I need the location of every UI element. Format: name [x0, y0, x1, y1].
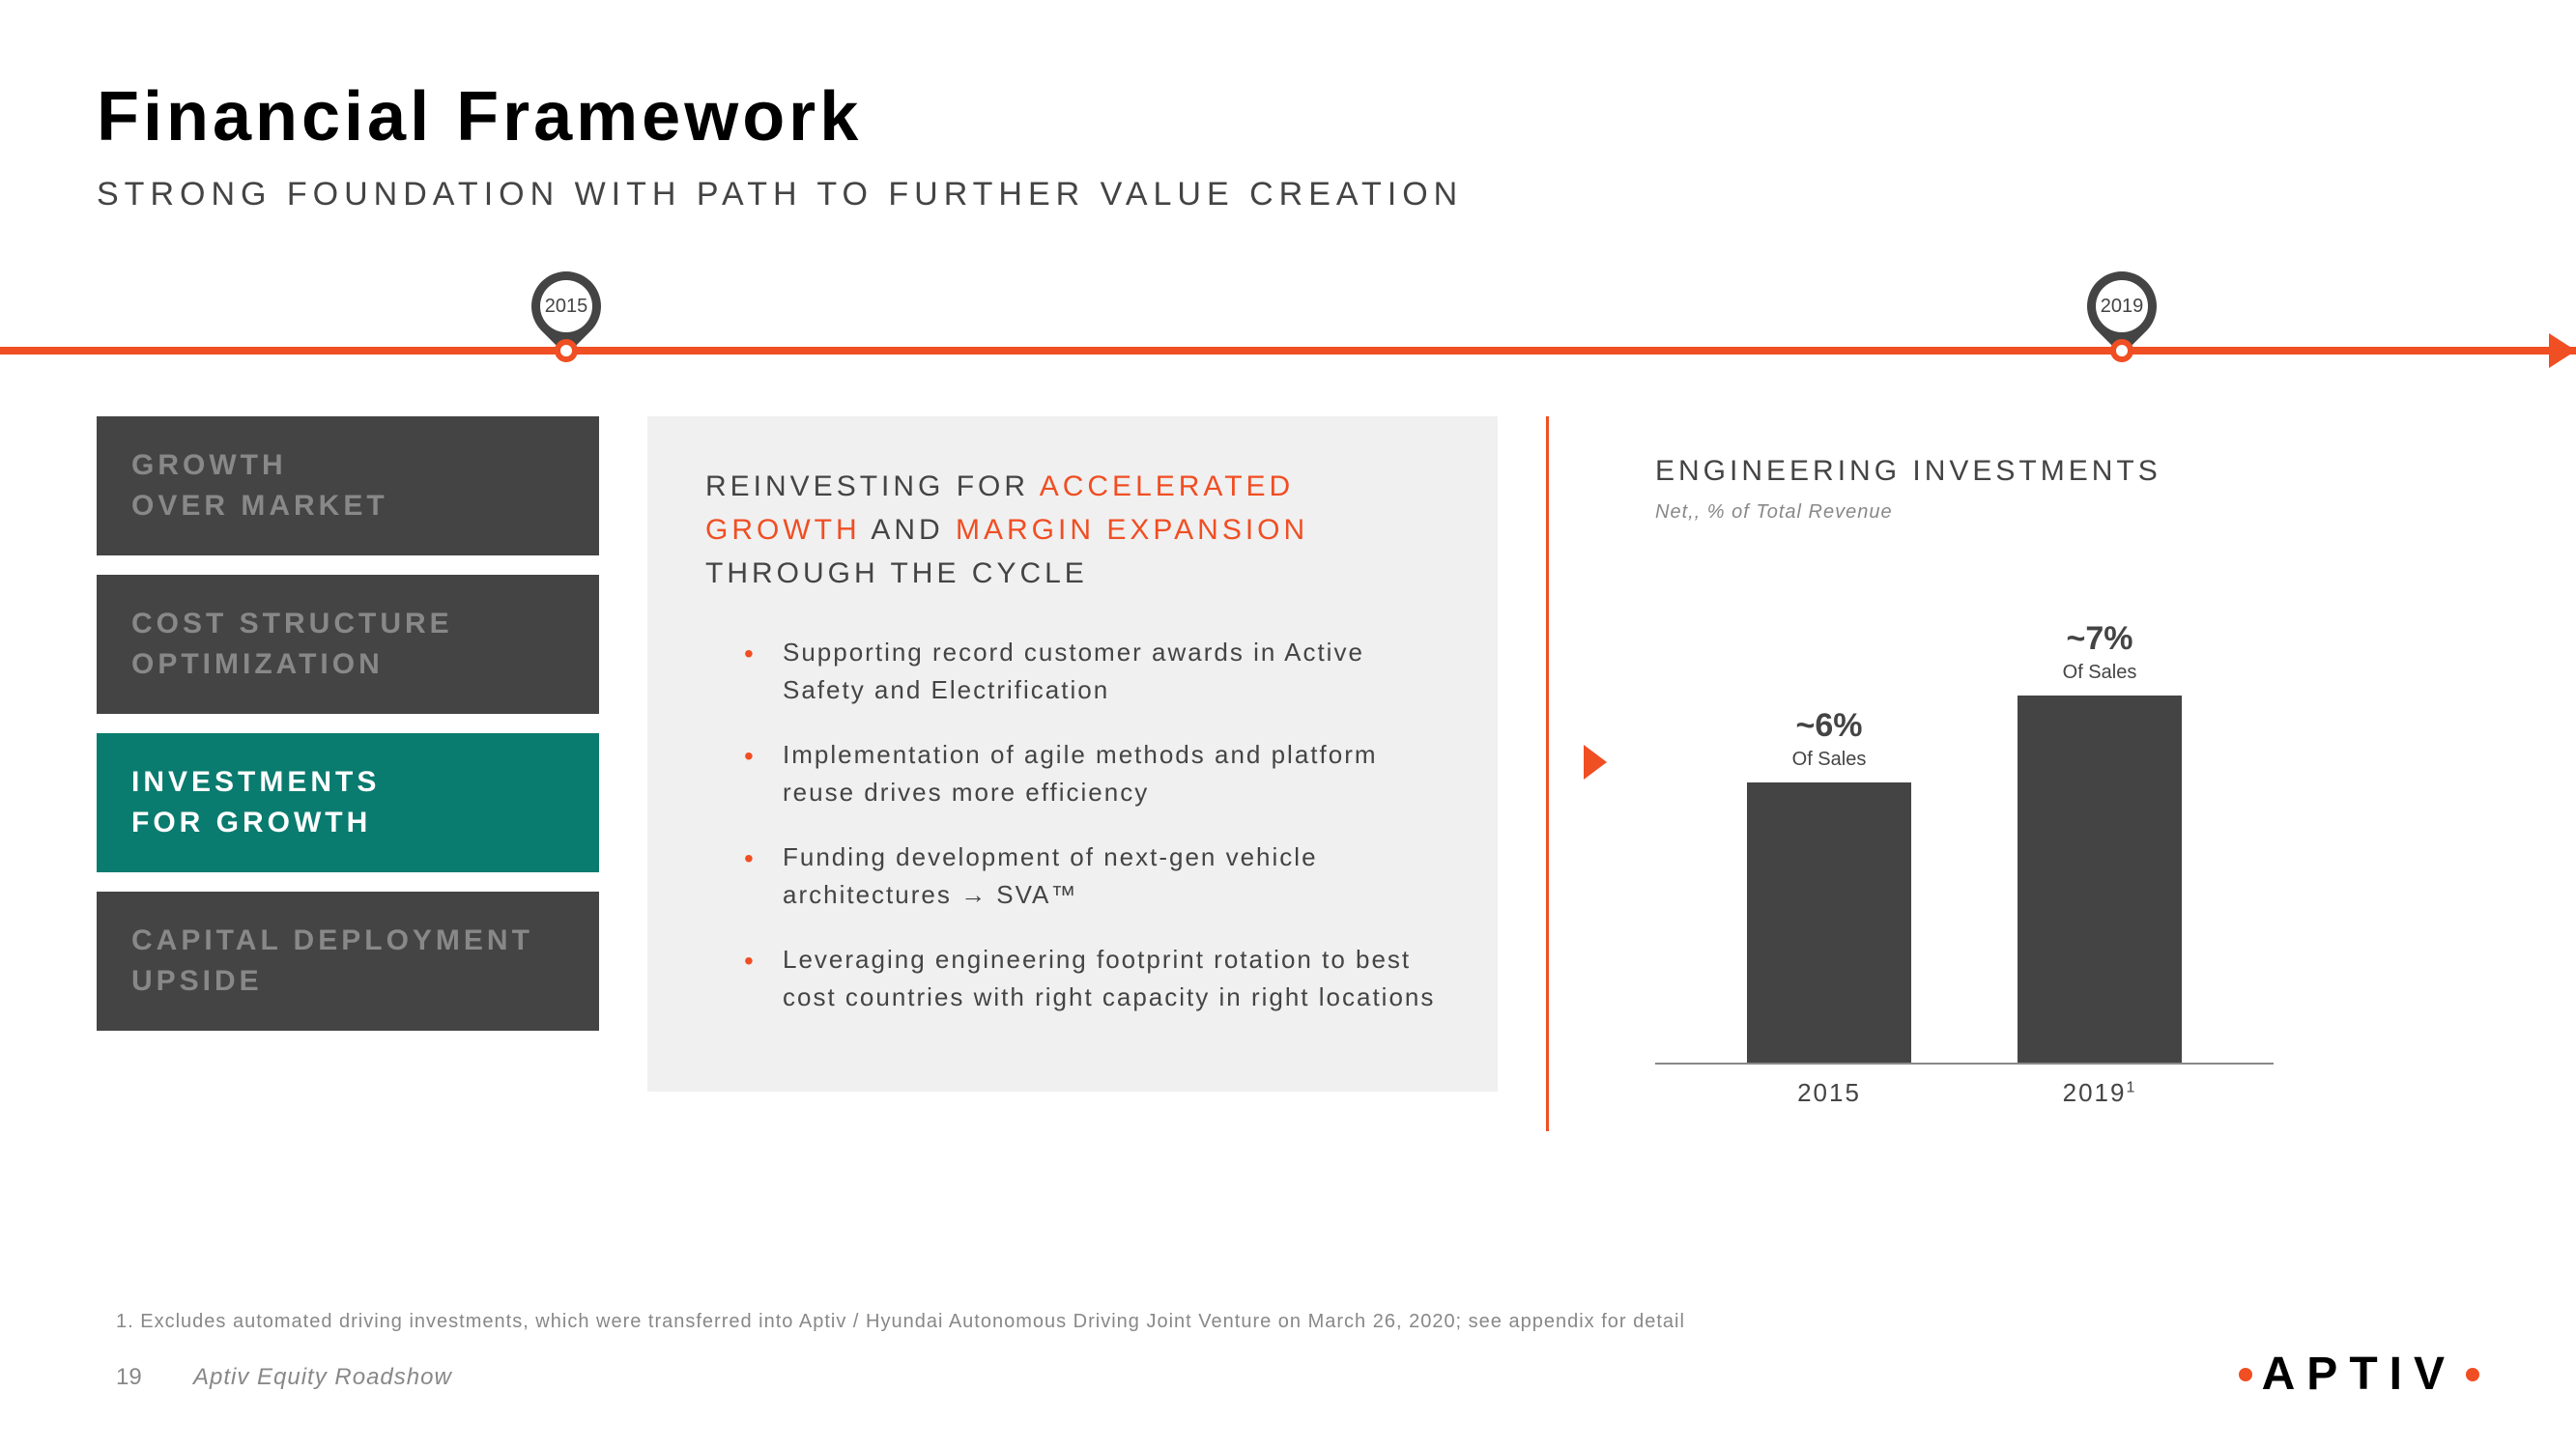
heading-text: AND [861, 514, 956, 546]
logo-dot-icon [2466, 1368, 2479, 1381]
page-number: 19 [116, 1364, 142, 1391]
heading-text: THROUGH THE CYCLE [705, 557, 1088, 589]
bullet-list: Supporting record customer awards in Act… [705, 634, 1440, 1016]
content-row: GROWTH OVER MARKET COST STRUCTURE OPTIMI… [97, 416, 2479, 1131]
footer-title: Aptiv Equity Roadshow [193, 1364, 452, 1391]
bars-container: ~6% Of Sales ~7% Of Sales [1655, 562, 2274, 1063]
bar [1747, 782, 1911, 1063]
pin-dot-icon [2110, 339, 2133, 362]
chart-title: ENGINEERING INVESTMENTS [1655, 455, 2274, 488]
sidebar-tab-capital[interactable]: CAPITAL DEPLOYMENT UPSIDE [97, 892, 599, 1031]
x-label: 20191 [2013, 1078, 2187, 1108]
timeline-arrow-icon [2549, 333, 2576, 368]
logo: APTIV [2239, 1348, 2479, 1401]
x-label: 2015 [1742, 1078, 1916, 1108]
timeline-line [0, 347, 2576, 355]
bar-value-sub: Of Sales [2063, 662, 2137, 684]
pin-dot-icon [555, 339, 578, 362]
bullet-item: Implementation of agile methods and plat… [744, 736, 1440, 811]
bar [2018, 696, 2182, 1063]
heading-accent: MARGIN EXPANSION [956, 514, 1308, 546]
bar-group-2015: ~6% Of Sales [1742, 707, 1916, 1063]
bullet-item: Funding development of next-gen vehicle … [744, 838, 1440, 914]
bar-value-label: ~6% [1796, 707, 1863, 745]
bar-group-2019: ~7% Of Sales [2013, 620, 2187, 1063]
x-axis-labels: 2015 20191 [1655, 1065, 2274, 1108]
pin-label: 2019 [2096, 280, 2148, 332]
footnote: 1. Excludes automated driving investment… [116, 1311, 1685, 1333]
page-title: Financial Framework [97, 77, 2479, 156]
sidebar-tab-cost[interactable]: COST STRUCTURE OPTIMIZATION [97, 575, 599, 714]
sidebar: GROWTH OVER MARKET COST STRUCTURE OPTIMI… [97, 416, 599, 1031]
bullet-item: Leveraging engineering footprint rotatio… [744, 941, 1440, 1016]
page-subtitle: STRONG FOUNDATION WITH PATH TO FURTHER V… [97, 176, 2479, 213]
timeline-pin-2019: 2019 [2087, 271, 2157, 341]
chart-subtitle: Net,, % of Total Revenue [1655, 501, 2274, 524]
logo-text: APTIV [2262, 1348, 2456, 1401]
sidebar-tab-investments[interactable]: INVESTMENTS FOR GROWTH [97, 733, 599, 872]
timeline: 2015 2019 [97, 271, 2479, 378]
timeline-pin-2015: 2015 [531, 271, 601, 341]
pin-label: 2015 [540, 280, 592, 332]
bar-value-sub: Of Sales [1792, 749, 1867, 771]
heading-text: REINVESTING FOR [705, 470, 1040, 502]
sidebar-tab-growth[interactable]: GROWTH OVER MARKET [97, 416, 599, 555]
bullet-item: Supporting record customer awards in Act… [744, 634, 1440, 709]
vertical-divider [1546, 416, 1549, 1131]
main-panel: REINVESTING FOR ACCELERATED GROWTH AND M… [647, 416, 1498, 1092]
bar-chart: ~6% Of Sales ~7% Of Sales [1655, 562, 2274, 1065]
panel-heading: REINVESTING FOR ACCELERATED GROWTH AND M… [705, 465, 1440, 595]
footnote-marker: 1 [2126, 1079, 2136, 1095]
logo-dot-icon [2239, 1368, 2252, 1381]
bar-value-label: ~7% [2067, 620, 2133, 658]
chart-panel: ENGINEERING INVESTMENTS Net,, % of Total… [1597, 416, 2312, 1108]
slide: Financial Framework STRONG FOUNDATION WI… [0, 0, 2576, 1449]
chart-indicator-icon [1584, 745, 1607, 780]
